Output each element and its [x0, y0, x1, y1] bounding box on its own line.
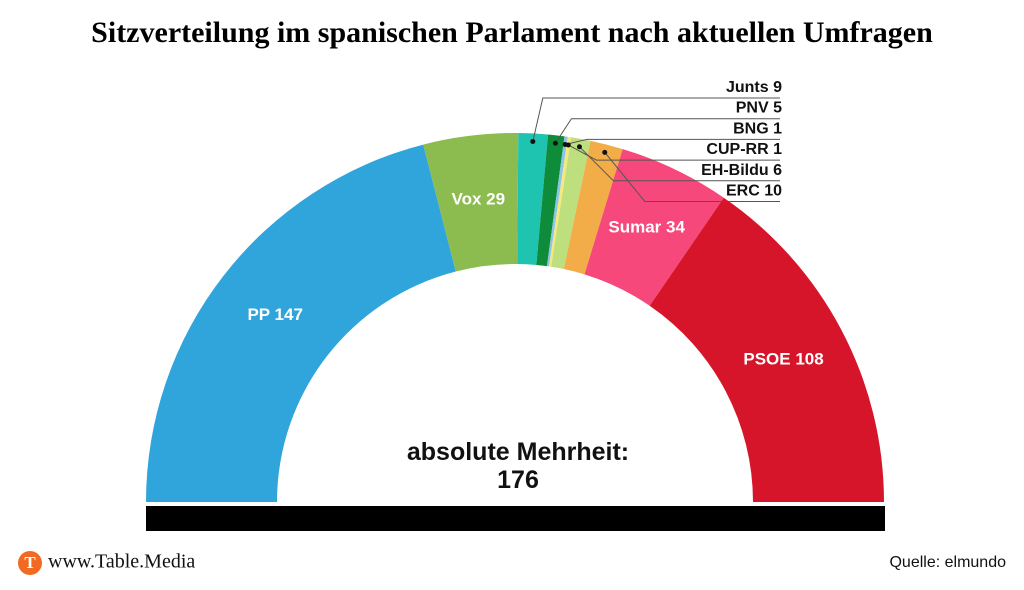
callout-dot	[530, 138, 536, 144]
segment-label: PSOE 108	[743, 350, 823, 369]
logo	[18, 551, 42, 575]
segment	[549, 136, 572, 267]
callout-line	[564, 138, 780, 145]
segment-label: EH-Bildu 6	[701, 162, 782, 179]
segment	[517, 133, 549, 265]
label-value: 34	[666, 218, 685, 237]
segment	[536, 134, 565, 267]
callout-dot	[576, 144, 582, 150]
segment-label: BNG 1	[733, 121, 782, 138]
label-value: 6	[773, 162, 782, 179]
segment	[546, 136, 568, 267]
segment	[423, 133, 519, 272]
segment-label: ERC 10	[726, 183, 782, 200]
callout-line	[579, 146, 780, 182]
callout-dot	[552, 140, 558, 146]
label-name: PSOE	[743, 350, 790, 369]
source: Quelle: elmundo	[889, 554, 1006, 571]
callout-dot	[565, 142, 571, 148]
label-name: ERC	[726, 183, 760, 200]
label-value: 1	[773, 141, 782, 158]
base-bar	[146, 506, 885, 531]
site: www.Table.Media	[48, 551, 195, 573]
label-value: 9	[773, 79, 782, 96]
annotation-label: absolute Mehrheit:	[407, 438, 629, 466]
label-name: PP	[247, 305, 269, 324]
callout-line	[532, 97, 780, 142]
segment	[584, 149, 724, 306]
segment	[563, 140, 623, 275]
segment-label: Sumar 34	[608, 218, 685, 237]
segment-label: PNV 5	[736, 100, 782, 117]
label-name: EH-Bildu	[701, 162, 769, 179]
label-value: 5	[773, 100, 782, 117]
callout-line	[555, 118, 780, 144]
annotation-value: 176	[497, 466, 539, 494]
label-value: 147	[275, 305, 303, 324]
segment	[551, 137, 591, 270]
label-value: 10	[764, 183, 782, 200]
chart-title: Sitzverteilung im spanischen Parlament n…	[91, 16, 933, 49]
callout-line	[568, 144, 780, 161]
label-name: Junts	[726, 79, 769, 96]
logo-text: T	[24, 553, 36, 572]
label-name: Sumar	[608, 218, 661, 237]
label-value: 29	[486, 190, 505, 209]
label-name: CUP-RR	[706, 141, 769, 158]
label-name: Vox	[452, 190, 482, 209]
segment-label: CUP-RR 1	[706, 141, 782, 158]
label-name: PNV	[736, 100, 769, 117]
segment	[146, 144, 456, 502]
label-value: 1	[773, 121, 782, 138]
callout-line	[604, 152, 780, 202]
segment-label: Vox 29	[452, 190, 506, 209]
segment	[649, 197, 884, 502]
label-value: 108	[795, 350, 823, 369]
callout-dot	[602, 149, 608, 155]
segment-label: Junts 9	[726, 79, 782, 96]
segment-label: PP 147	[247, 305, 302, 324]
label-name: BNG	[733, 121, 769, 138]
